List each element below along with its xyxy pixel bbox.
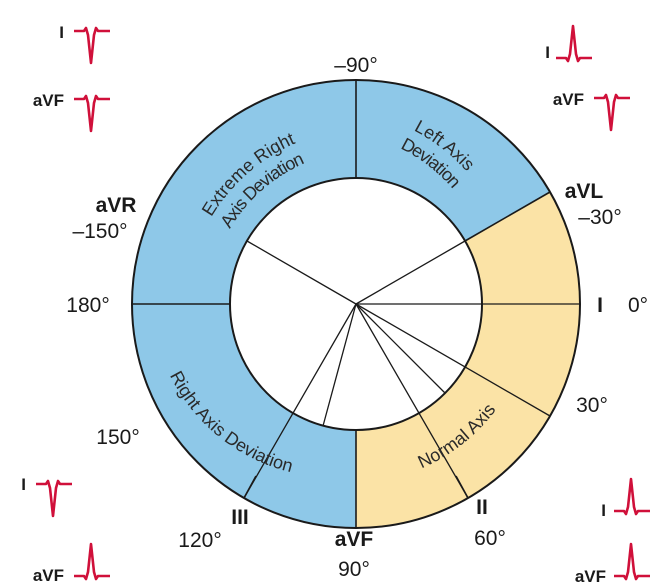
lead-label-avr: aVR [96, 194, 137, 217]
ekg-top-right-lead1-label: I [545, 43, 550, 62]
angle-label-60: 60° [474, 527, 506, 550]
angle-label-30: 30° [576, 394, 608, 417]
ekg-top-left-lead1-trace [74, 26, 110, 65]
axis-minus30 [355, 240, 466, 305]
angle-label-150: 150° [96, 426, 139, 449]
lead-label-iii: III [231, 506, 249, 529]
axis-120 [243, 303, 357, 499]
ekg-bottom-right-lead1-label: I [601, 501, 606, 520]
ekg-top-left-lead2-label: aVF [33, 91, 64, 110]
axis-45 [355, 303, 446, 394]
ekg-bottom-right-lead2-trace [614, 542, 650, 581]
angle-label-180: 180° [66, 294, 109, 317]
axis-60 [355, 303, 469, 499]
tick-120 [243, 475, 257, 499]
angle-label-minus30: –30° [578, 206, 621, 229]
ekg-top-right-lead1-trace [556, 24, 592, 63]
ekg-bottom-left-lead2-trace [74, 542, 110, 581]
lead-label-avf: aVF [335, 528, 374, 551]
axis-105 [322, 303, 357, 427]
ekg-bottom-left-lead1-trace [36, 479, 72, 518]
ekg-top-right-lead2-trace [594, 93, 630, 132]
ekg-bottom-right-lead2-label: aVF [575, 567, 606, 585]
angle-label-minus90: –90° [334, 54, 377, 77]
angle-label-minus150: –150° [72, 220, 127, 243]
axis-minus150 [246, 240, 357, 305]
ekg-top-left-lead1-label: I [59, 23, 64, 42]
ekg-bottom-left-lead1-label: I [21, 475, 26, 494]
tick-60 [455, 475, 469, 499]
ekg-bottom-left-lead2-label: aVF [33, 566, 64, 585]
ekg-top-right-lead2-label: aVF [553, 90, 584, 109]
ekg-top-left-lead2-trace [74, 94, 110, 133]
axis-30 [355, 303, 551, 417]
angle-label-0: 0° [628, 294, 648, 317]
angle-label-90: 90° [338, 558, 370, 581]
ekg-bottom-right-lead1-trace [614, 477, 650, 516]
divider-minus30 [464, 191, 551, 242]
lead-label-ii: II [476, 496, 488, 519]
angle-label-120: 120° [178, 529, 221, 552]
lead-label-i: I [597, 294, 603, 317]
lead-label-avl: aVL [565, 180, 604, 203]
